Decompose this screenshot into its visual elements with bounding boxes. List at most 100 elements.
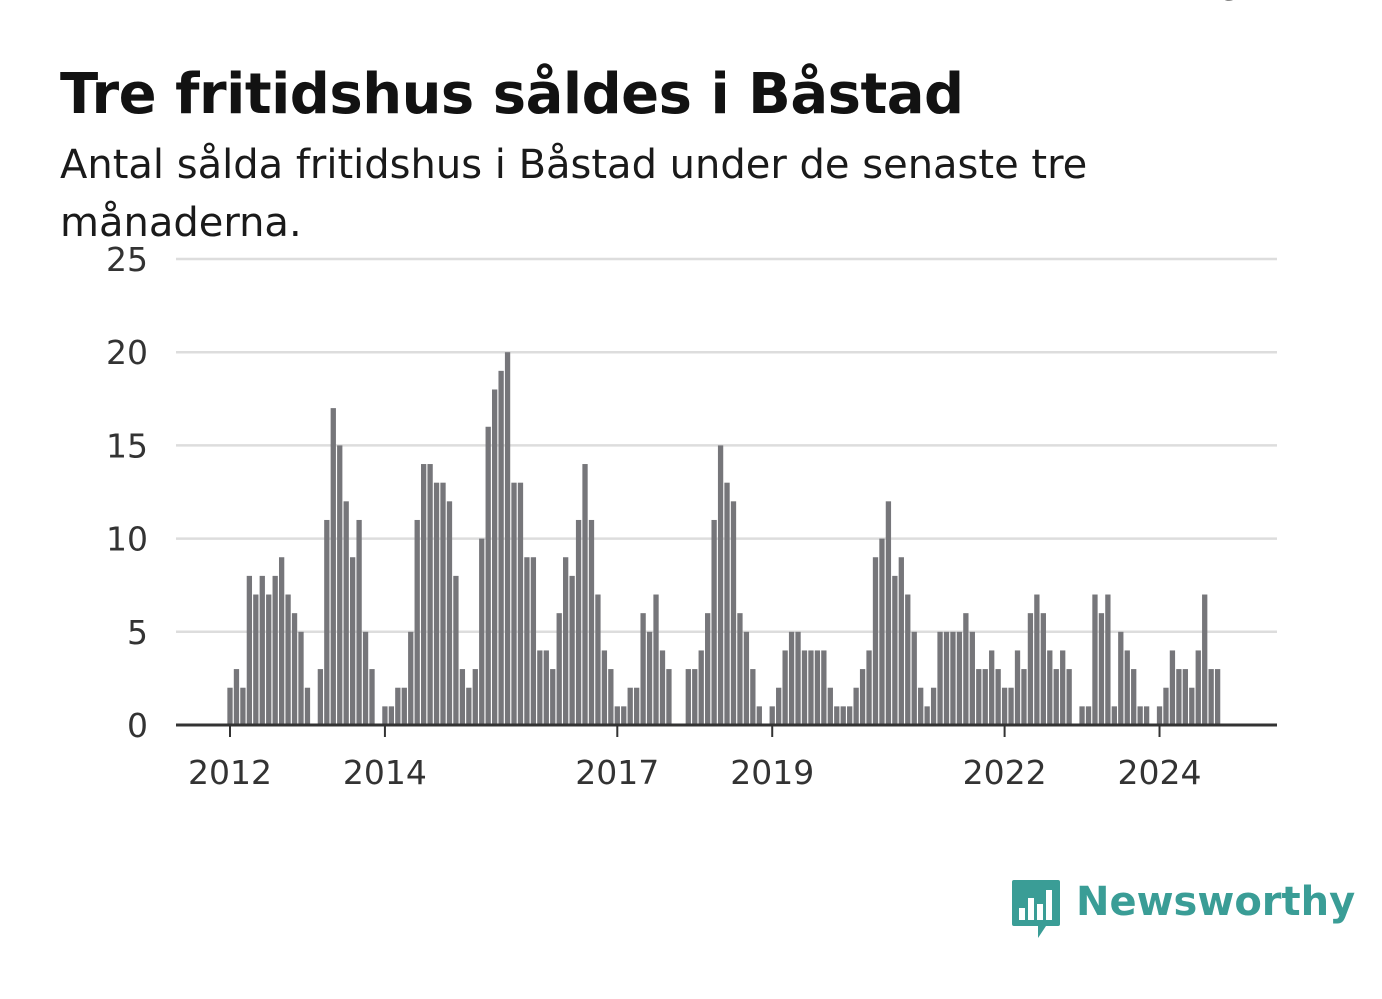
bar — [582, 464, 588, 725]
bar — [698, 650, 704, 725]
bar — [330, 408, 336, 725]
bar — [595, 594, 601, 725]
bar — [421, 464, 427, 725]
bar — [440, 482, 446, 725]
bar — [1079, 706, 1085, 725]
bar — [730, 501, 737, 725]
bar — [1066, 669, 1072, 725]
bar — [666, 669, 672, 725]
bar — [989, 650, 995, 725]
bar — [801, 650, 808, 725]
bar — [492, 389, 498, 725]
bar — [1047, 650, 1053, 725]
bar — [317, 669, 324, 725]
bar — [298, 631, 304, 725]
bar — [853, 687, 859, 725]
bar — [304, 687, 311, 725]
x-tick-label: 2022 — [963, 753, 1047, 792]
bar — [382, 706, 388, 725]
bar — [272, 575, 278, 725]
bar — [737, 613, 743, 725]
bar — [905, 594, 911, 725]
bar — [885, 501, 892, 725]
bar — [750, 669, 756, 725]
bar — [1182, 669, 1188, 725]
bar — [575, 519, 582, 725]
bar — [918, 687, 924, 725]
bar — [827, 687, 833, 725]
bar — [1034, 594, 1040, 725]
bar — [537, 650, 543, 725]
bar — [634, 687, 640, 725]
bar — [969, 631, 975, 725]
bar — [743, 631, 750, 725]
bar — [788, 631, 795, 725]
bar — [485, 426, 491, 725]
bar — [337, 445, 343, 725]
bar — [1111, 706, 1117, 725]
bar — [1098, 613, 1105, 725]
bar — [1137, 706, 1143, 725]
annotations: 3 — [1217, 0, 1245, 12]
bar — [563, 557, 569, 725]
bar — [866, 650, 872, 725]
bar — [1021, 669, 1027, 725]
bar — [711, 519, 717, 725]
bar — [556, 613, 562, 725]
bar — [1118, 631, 1124, 725]
bar — [898, 557, 904, 725]
bar — [246, 575, 253, 725]
bar — [1176, 669, 1182, 725]
bar — [1040, 613, 1046, 725]
bar — [1027, 613, 1034, 725]
bar — [362, 631, 369, 725]
bar — [692, 669, 698, 725]
x-tick-label: 2014 — [343, 753, 427, 792]
bar — [278, 557, 285, 725]
bar — [821, 650, 827, 725]
bar — [859, 669, 866, 725]
bar — [608, 669, 614, 725]
bar — [937, 631, 943, 725]
bar — [795, 631, 801, 725]
bar — [879, 538, 885, 725]
brand-footer: Newsworthy — [1010, 878, 1355, 940]
bar — [427, 464, 433, 725]
bar — [498, 370, 504, 725]
bar — [266, 594, 272, 725]
x-tick-label: 2019 — [730, 753, 814, 792]
bar — [466, 687, 472, 725]
x-tick-label: 2012 — [188, 753, 272, 792]
bar — [1189, 687, 1195, 725]
bar — [924, 706, 930, 725]
y-tick-label: 20 — [106, 333, 148, 372]
y-axis-ticks: 0 5 10 15 20 25 — [106, 240, 148, 745]
x-axis-ticks: 2012 2014 2017 2019 2022 2024 — [188, 725, 1202, 792]
bar — [479, 538, 485, 725]
bar — [943, 631, 950, 725]
bar — [911, 631, 917, 725]
x-tick-label: 2017 — [575, 753, 659, 792]
x-tick-label: 2024 — [1118, 753, 1202, 792]
bar — [1085, 706, 1092, 725]
bar — [459, 669, 466, 725]
bar — [640, 613, 646, 725]
bar — [659, 650, 666, 725]
bar — [504, 352, 511, 725]
bar — [1008, 687, 1014, 725]
bar — [588, 519, 595, 725]
bar — [627, 687, 633, 725]
bar — [253, 594, 259, 725]
bar — [872, 557, 879, 725]
y-tick-label: 0 — [127, 706, 148, 745]
bar — [240, 687, 246, 725]
bar — [956, 631, 963, 725]
bar — [453, 575, 459, 725]
bar — [814, 650, 821, 725]
bar — [1105, 594, 1111, 725]
bar — [1131, 669, 1137, 725]
bar — [646, 631, 653, 725]
bar — [1053, 669, 1059, 725]
bar — [388, 706, 395, 725]
